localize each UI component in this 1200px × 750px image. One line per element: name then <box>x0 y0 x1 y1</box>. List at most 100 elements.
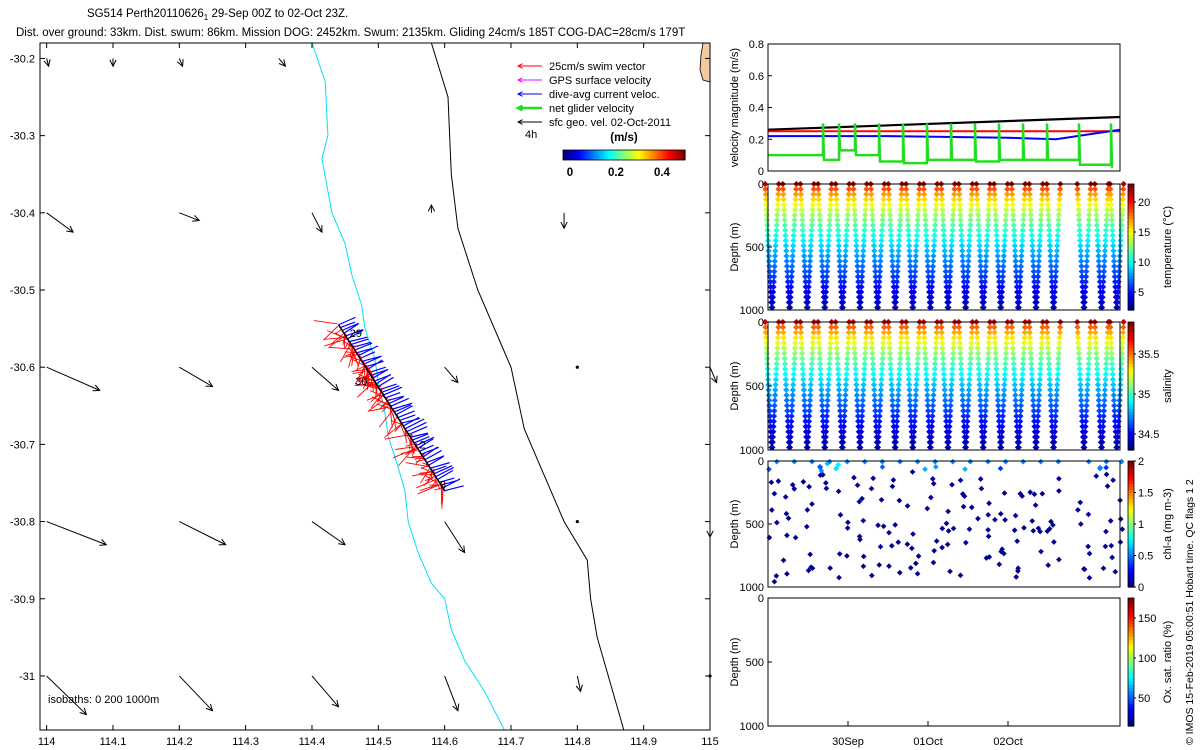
colorbar-cell <box>601 150 605 160</box>
profile-point <box>833 329 840 336</box>
profile-point <box>1046 227 1053 234</box>
profile-point <box>800 247 807 254</box>
chl-point <box>836 551 843 557</box>
profile-point <box>1046 365 1053 373</box>
dac-vector <box>419 444 434 452</box>
swim-vector <box>423 475 435 487</box>
profile-point <box>1078 273 1086 280</box>
geo-vector <box>278 58 286 67</box>
profile-point <box>928 283 935 290</box>
section-colorbar-cell <box>1128 398 1134 403</box>
profile-point <box>841 407 848 414</box>
dac-vector <box>340 321 356 329</box>
profile-point <box>968 186 976 193</box>
section-colorbar-cell <box>1128 713 1134 717</box>
profile-point <box>1029 237 1036 244</box>
profile-point <box>1046 232 1053 239</box>
section-colorbar-cell <box>1128 287 1134 292</box>
dac-vector <box>444 485 464 492</box>
profile-point <box>1002 365 1009 373</box>
profile-point <box>1028 227 1035 234</box>
profile-point <box>833 201 840 208</box>
profile-point <box>798 196 805 203</box>
profile-point <box>839 439 847 446</box>
chl-point <box>1108 542 1115 549</box>
profile-point <box>895 381 902 388</box>
swim-vector <box>351 350 355 367</box>
profile-point <box>818 392 825 399</box>
profile-point <box>868 329 875 336</box>
section-colorbar-cell <box>1128 187 1134 191</box>
section-colorbar-label: salinity <box>1162 369 1174 403</box>
section-colorbar-cell <box>1128 546 1134 550</box>
temperature-section: 0 500 1000 Depth (m) 5 10 15 20 temperature (°C) <box>729 179 1174 317</box>
chl-point <box>785 515 792 522</box>
chl-point <box>986 554 993 560</box>
profile-point <box>779 185 787 193</box>
profile-point <box>967 344 975 352</box>
section-colorbar-cell <box>1128 542 1134 547</box>
profile-point <box>1037 227 1044 234</box>
profile-point <box>1003 196 1010 203</box>
profile-point <box>906 247 913 254</box>
colorbar-cell <box>642 150 645 160</box>
section-colorbar-cell <box>1128 690 1134 695</box>
profile-point <box>835 381 842 388</box>
figure-subtitle: Dist. over ground: 33km. Dist. swum: 86k… <box>16 27 685 39</box>
profile-point <box>930 242 938 249</box>
section-colorbar-cell <box>1128 642 1134 647</box>
profile-point <box>774 339 781 347</box>
profile-point <box>921 329 928 336</box>
dac-vector <box>428 456 444 466</box>
profile-point <box>981 294 988 301</box>
section-colorbar-cell <box>1128 552 1134 557</box>
chl-point <box>804 507 811 513</box>
colorbar-cell <box>630 150 633 160</box>
x-tick-label: 114.6 <box>431 736 458 748</box>
profile-point <box>929 418 936 425</box>
profile-point <box>804 444 811 451</box>
profile-point <box>998 288 1006 296</box>
profile-point <box>787 294 794 301</box>
profile-point <box>975 365 982 373</box>
profile-point <box>1074 191 1081 198</box>
chl-point <box>949 458 956 465</box>
x-tick-label: 114.2 <box>166 736 193 748</box>
section-colorbar-label: chl-a (mg m-3) <box>1162 488 1174 560</box>
profile-point <box>825 371 833 378</box>
profile-point <box>861 371 868 378</box>
profile-point <box>1094 232 1101 239</box>
profile-point <box>806 268 813 275</box>
chl-point <box>996 561 1003 568</box>
profile-point <box>805 433 812 441</box>
profile-point <box>868 339 875 346</box>
chl-point <box>924 505 931 512</box>
section-colorbar-cell <box>1128 623 1134 628</box>
profile-point <box>959 397 966 404</box>
profile-point <box>845 201 852 208</box>
profile-point <box>885 329 893 336</box>
section-colorbar-cell <box>1128 402 1134 406</box>
profile-point <box>1016 423 1023 430</box>
time-tick-label: 01Oct <box>913 736 942 748</box>
profile-point <box>1111 263 1118 270</box>
dac-vector <box>440 480 456 486</box>
colorbar-cell <box>664 150 668 160</box>
profile-point <box>1001 242 1008 249</box>
profile-point <box>956 201 964 208</box>
profile-point <box>1034 288 1041 296</box>
profile-point <box>880 329 888 336</box>
profile-point <box>783 397 790 404</box>
colorbar-cell <box>577 150 580 160</box>
profile-point <box>921 201 928 208</box>
profile-point <box>946 412 954 420</box>
profile-point <box>981 288 988 296</box>
profile-point <box>875 423 883 430</box>
chl-point <box>789 481 796 488</box>
swim-vector <box>357 381 375 398</box>
chl-point <box>1029 518 1036 524</box>
chl-point <box>844 525 851 531</box>
section-colorbar-cell <box>1128 237 1134 242</box>
profile-point <box>960 418 967 425</box>
y-tick-label: -30.6 <box>10 362 35 374</box>
